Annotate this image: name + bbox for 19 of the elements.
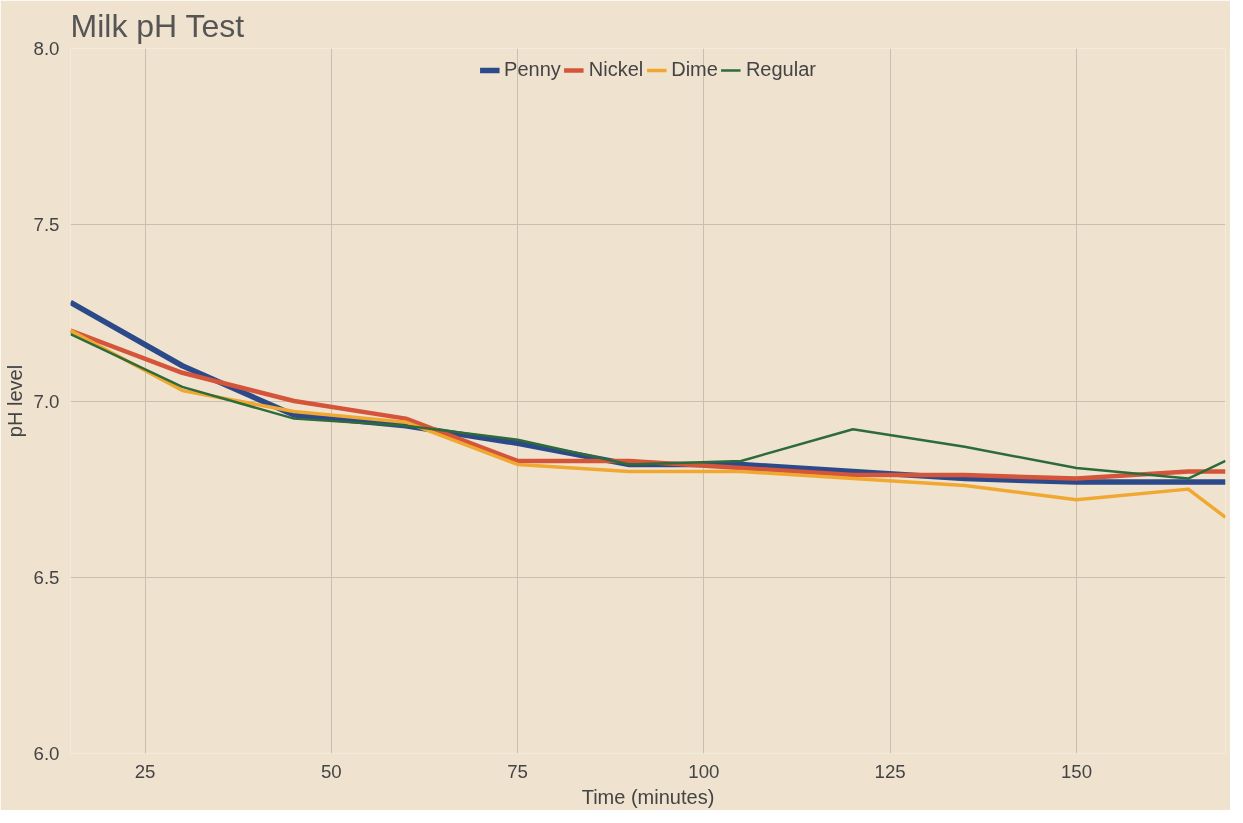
- y-axis-title: pH level: [3, 364, 26, 438]
- legend-label: Penny: [504, 58, 561, 81]
- x-tick-label: 75: [507, 760, 528, 782]
- x-tick-label: 125: [874, 760, 906, 782]
- legend-label: Regular: [745, 58, 816, 81]
- x-tick-label: 50: [320, 760, 342, 782]
- x-axis-title: Time (minutes): [581, 785, 715, 808]
- legend-label: Nickel: [588, 58, 644, 81]
- line-series: [70, 328, 1226, 520]
- y-tick-label: 7.5: [33, 214, 60, 236]
- y-tick-label: 8.0: [33, 38, 60, 59]
- chart-title: Milk pH Test: [70, 7, 245, 44]
- legend-label: Dime: [671, 58, 718, 81]
- x-tick-label: 100: [688, 760, 720, 782]
- y-tick-label: 7.0: [33, 390, 60, 412]
- y-tick-label: 6.0: [33, 743, 60, 764]
- x-tick-label: 25: [134, 760, 156, 782]
- x-tick-label: 150: [1060, 760, 1093, 782]
- y-tick-label: 6.5: [33, 566, 60, 588]
